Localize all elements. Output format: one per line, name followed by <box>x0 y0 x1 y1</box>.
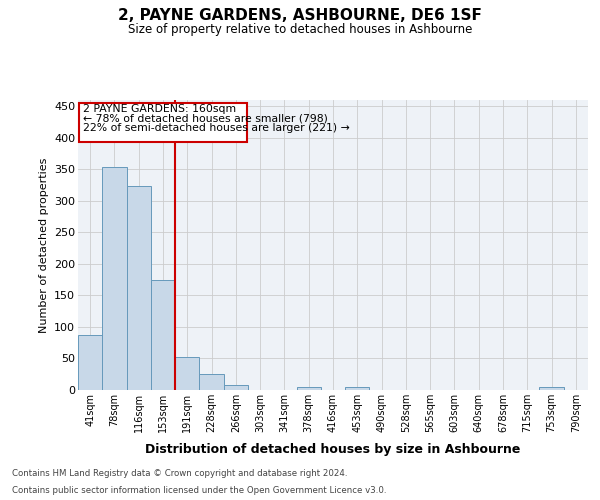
Bar <box>78 334 102 390</box>
Bar <box>345 388 370 390</box>
Text: 22% of semi-detached houses are larger (221) →: 22% of semi-detached houses are larger (… <box>83 124 350 134</box>
FancyBboxPatch shape <box>79 102 247 142</box>
Bar <box>102 167 127 390</box>
Bar <box>224 385 248 390</box>
Text: ← 78% of detached houses are smaller (798): ← 78% of detached houses are smaller (79… <box>83 114 328 124</box>
Text: 2, PAYNE GARDENS, ASHBOURNE, DE6 1SF: 2, PAYNE GARDENS, ASHBOURNE, DE6 1SF <box>118 8 482 22</box>
Text: Contains public sector information licensed under the Open Government Licence v3: Contains public sector information licen… <box>12 486 386 495</box>
Bar <box>151 280 175 390</box>
Text: 2 PAYNE GARDENS: 160sqm: 2 PAYNE GARDENS: 160sqm <box>83 104 236 115</box>
Text: Size of property relative to detached houses in Ashbourne: Size of property relative to detached ho… <box>128 22 472 36</box>
Text: Distribution of detached houses by size in Ashbourne: Distribution of detached houses by size … <box>145 442 521 456</box>
Y-axis label: Number of detached properties: Number of detached properties <box>38 158 49 332</box>
Bar <box>296 387 321 390</box>
Bar <box>199 374 224 390</box>
Bar <box>175 356 199 390</box>
Bar <box>539 387 564 390</box>
Bar <box>127 186 151 390</box>
Text: Contains HM Land Registry data © Crown copyright and database right 2024.: Contains HM Land Registry data © Crown c… <box>12 468 347 477</box>
